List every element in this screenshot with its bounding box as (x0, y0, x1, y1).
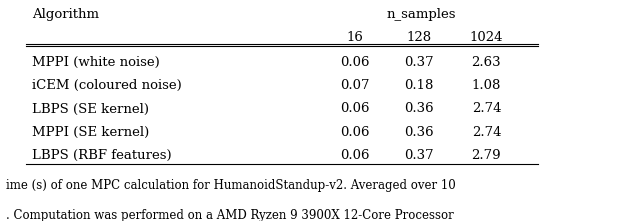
Text: 1024: 1024 (470, 31, 503, 44)
Text: 0.06: 0.06 (340, 149, 370, 162)
Text: MPPI (SE kernel): MPPI (SE kernel) (32, 126, 149, 139)
Text: 2.63: 2.63 (472, 56, 501, 69)
Text: 2.79: 2.79 (472, 149, 501, 162)
Text: 2.74: 2.74 (472, 103, 501, 115)
Text: 0.06: 0.06 (340, 103, 370, 115)
Text: 0.36: 0.36 (404, 103, 434, 115)
Text: MPPI (white noise): MPPI (white noise) (32, 56, 160, 69)
Text: iCEM (coloured noise): iCEM (coloured noise) (32, 79, 182, 92)
Text: 0.06: 0.06 (340, 56, 370, 69)
Text: 1.08: 1.08 (472, 79, 501, 92)
Text: 0.07: 0.07 (340, 79, 370, 92)
Text: 0.37: 0.37 (404, 149, 434, 162)
Text: ime (s) of one MPC calculation for HumanoidStandup-v2. Averaged over 10: ime (s) of one MPC calculation for Human… (6, 179, 456, 192)
Text: 16: 16 (347, 31, 364, 44)
Text: 2.74: 2.74 (472, 126, 501, 139)
Text: LBPS (SE kernel): LBPS (SE kernel) (32, 103, 149, 115)
Text: Algorithm: Algorithm (32, 8, 99, 21)
Text: . Computation was performed on a AMD Ryzen 9 3900X 12-Core Processor: . Computation was performed on a AMD Ryz… (6, 209, 454, 221)
Text: LBPS (RBF features): LBPS (RBF features) (32, 149, 172, 162)
Text: 0.18: 0.18 (404, 79, 434, 92)
Text: n_samples: n_samples (386, 8, 456, 21)
Text: 0.06: 0.06 (340, 126, 370, 139)
Text: 128: 128 (406, 31, 432, 44)
Text: 0.36: 0.36 (404, 126, 434, 139)
Text: 0.37: 0.37 (404, 56, 434, 69)
